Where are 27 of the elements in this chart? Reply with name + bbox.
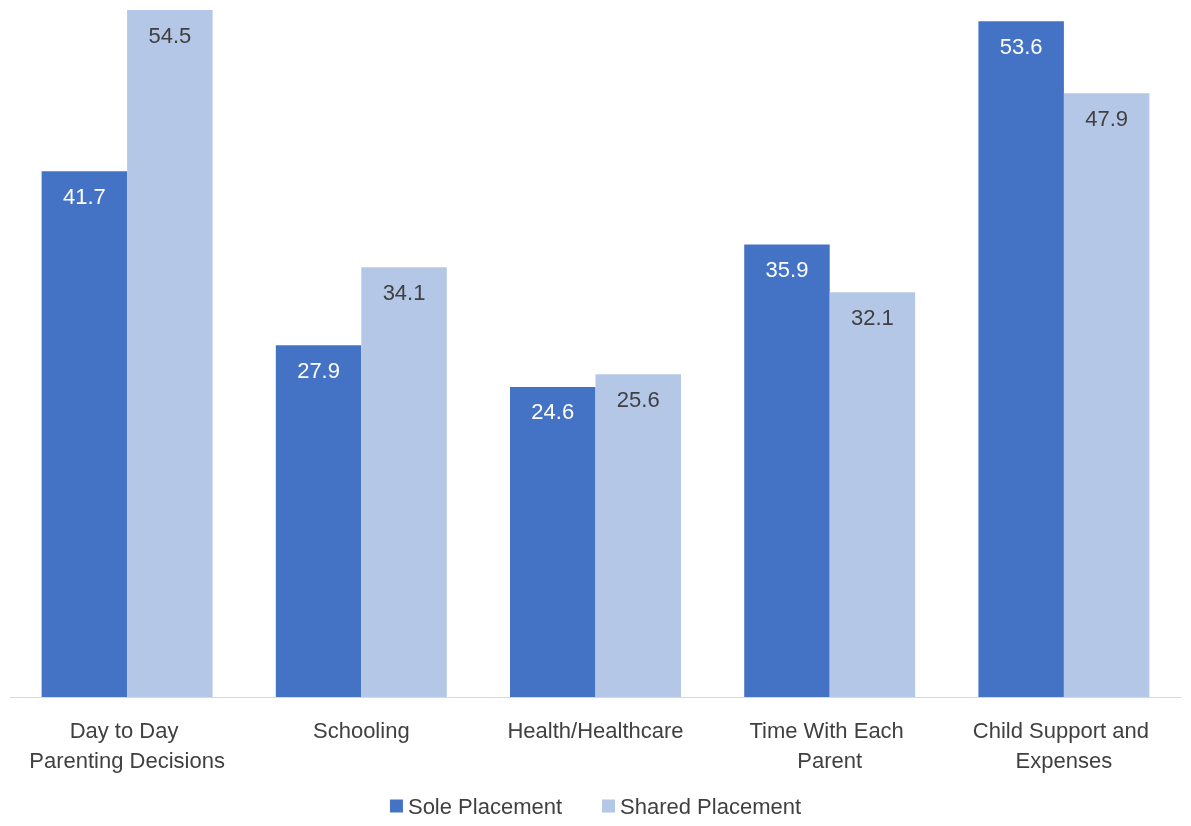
- data-label: 25.6: [616, 386, 660, 412]
- data-label: 41.7: [62, 183, 106, 209]
- x-tick-label: Health/Healthcare: [507, 717, 684, 743]
- bar: [595, 374, 681, 697]
- legend-label: Shared Placement: [620, 793, 802, 819]
- bar: [829, 292, 916, 697]
- data-label: 47.9: [1085, 105, 1129, 131]
- x-tick-label: Child Support and Expenses: [972, 717, 1156, 773]
- bar: [127, 10, 213, 697]
- x-tick-label: Time With Each Parent: [749, 717, 910, 773]
- x-tick-label: Day to Day Parenting Decisions: [29, 717, 225, 773]
- x-tick-label: Schooling: [312, 717, 410, 743]
- data-label: 53.6: [999, 33, 1043, 59]
- bar: [1063, 93, 1150, 697]
- bar: [41, 171, 128, 697]
- data-label: 27.9: [297, 357, 340, 383]
- data-label: 54.5: [148, 22, 192, 48]
- bar: [978, 21, 1064, 697]
- data-label: 35.9: [765, 256, 809, 282]
- legend-label: Sole Placement: [407, 793, 563, 819]
- bar: [361, 267, 447, 697]
- bar: [275, 345, 362, 697]
- bar: [744, 244, 830, 697]
- data-label: 24.6: [531, 399, 575, 425]
- data-label: 34.1: [382, 279, 426, 305]
- bar: [510, 386, 596, 697]
- data-label: 32.1: [851, 304, 894, 330]
